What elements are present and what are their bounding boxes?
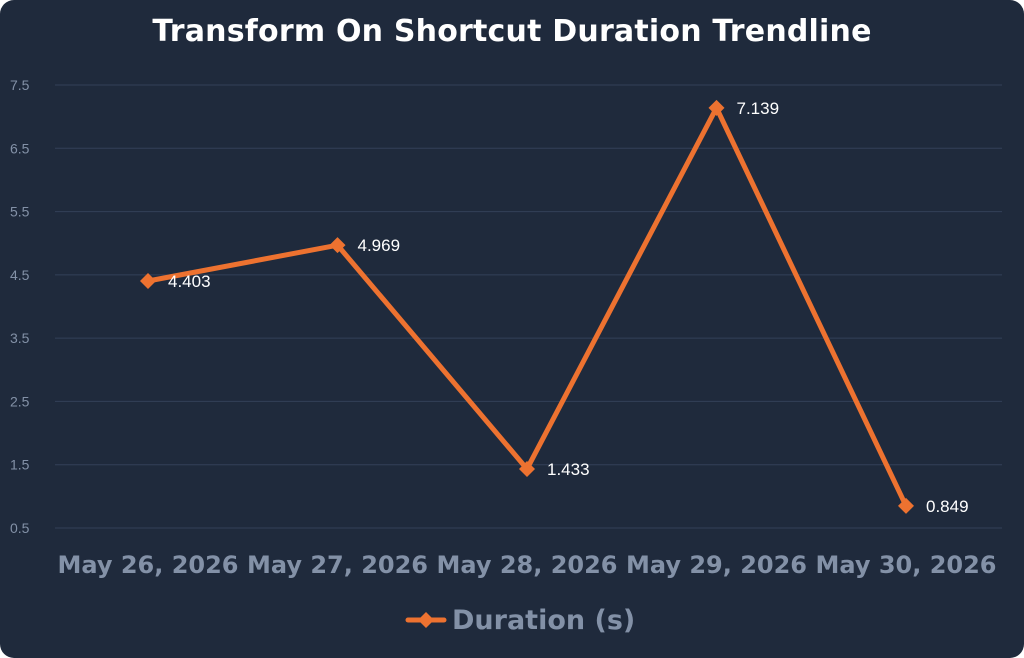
y-tick-label: 4.5 xyxy=(10,267,30,283)
data-label: 4.403 xyxy=(168,272,211,291)
x-tick-label: May 30, 2026 xyxy=(815,551,996,579)
data-labels: 4.403 4.969 1.433 7.139 0.849 xyxy=(168,99,969,516)
y-tick-label: 6.5 xyxy=(10,140,30,156)
data-label: 0.849 xyxy=(926,497,969,516)
data-point-marker[interactable] xyxy=(708,99,725,116)
data-label: 4.969 xyxy=(358,236,401,255)
data-point-marker[interactable] xyxy=(329,237,346,254)
data-label: 1.433 xyxy=(547,460,590,479)
data-point-marker[interactable] xyxy=(140,272,156,289)
y-tick-label: 7.5 xyxy=(10,77,30,93)
series-layer xyxy=(140,99,914,514)
legend[interactable]: Duration (s) xyxy=(405,605,635,636)
y-tick-label: 5.5 xyxy=(10,204,30,220)
y-tick-label: 2.5 xyxy=(10,393,30,409)
x-tick-label: May 26, 2026 xyxy=(57,551,238,579)
y-axis: 0.5 1.5 2.5 3.5 4.5 5.5 6.5 7.5 xyxy=(10,77,30,536)
y-tick-label: 1.5 xyxy=(10,457,30,473)
y-tick-label: 3.5 xyxy=(10,330,30,346)
y-tick-label: 0.5 xyxy=(10,520,30,536)
x-axis: May 26, 2026 May 27, 2026 May 28, 2026 May … xyxy=(57,551,996,579)
chart-title: Transform On Shortcut Duration Trendline xyxy=(152,14,872,49)
x-tick-label: May 28, 2026 xyxy=(436,551,617,579)
data-point-marker[interactable] xyxy=(898,497,914,514)
legend-diamond-icon xyxy=(418,612,434,628)
x-tick-label: May 29, 2026 xyxy=(626,551,807,579)
data-label: 7.139 xyxy=(737,99,780,118)
data-point-marker[interactable] xyxy=(519,460,535,477)
legend-label: Duration (s) xyxy=(452,605,635,636)
x-tick-label: May 27, 2026 xyxy=(247,551,428,579)
series-line xyxy=(145,105,909,509)
